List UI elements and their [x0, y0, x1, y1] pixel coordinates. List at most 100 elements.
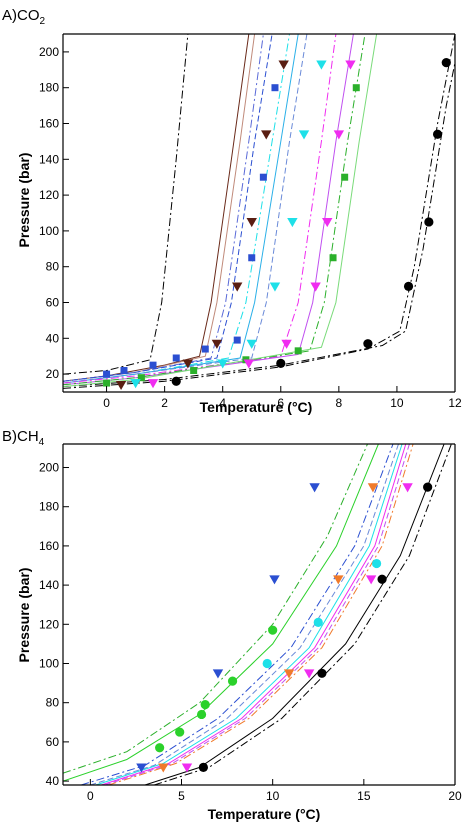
data-point-circle [432, 129, 443, 139]
data-point-triangle-down [232, 282, 243, 292]
y-tick-label: 40 [46, 774, 60, 788]
data-point-triangle-down [211, 339, 223, 349]
panel-a-curves [63, 34, 455, 389]
data-point-circle [155, 743, 165, 753]
model-curve-10 [63, 34, 308, 384]
data-point-triangle-down [246, 339, 257, 349]
x-tick-label: 10 [390, 396, 404, 410]
model-curve-8 [63, 34, 290, 384]
data-point-circle [276, 358, 286, 368]
data-point-triangle-down [287, 218, 298, 228]
data-point-circle [262, 658, 272, 669]
data-point-square [137, 374, 145, 382]
x-tick-label: 2 [161, 396, 168, 410]
y-tick-label: 180 [39, 81, 59, 95]
y-tick-label: 40 [46, 331, 60, 345]
x-tick-label: 20 [448, 789, 462, 803]
data-point-circle [424, 217, 434, 227]
x-tick-label: 6 [277, 396, 284, 410]
y-tick-label: 80 [46, 260, 60, 274]
data-point-triangle-down [181, 763, 193, 773]
panel-b-markers [136, 482, 433, 773]
data-point-triangle-down [243, 359, 255, 369]
y-tick-label: 180 [39, 500, 59, 514]
model-curve-14 [63, 34, 378, 388]
x-tick-label: 10 [266, 789, 280, 803]
y-tick-label: 200 [39, 45, 59, 59]
model-curve-1 [63, 444, 368, 774]
panel-a-xlabel: Temperature (°C) [200, 399, 313, 415]
data-point-triangle-down [130, 379, 141, 389]
model-curve-10 [154, 444, 452, 785]
x-tick-label: 0 [103, 396, 110, 410]
model-curve-1 [63, 34, 455, 389]
x-tick-label: 4 [219, 396, 226, 410]
data-point-triangle-down [246, 218, 257, 228]
panel-a-markers [103, 58, 451, 391]
x-tick-label: 0 [87, 789, 94, 803]
y-tick-label: 160 [39, 117, 59, 131]
data-point-square [341, 173, 349, 181]
panel-a-ylabel: Pressure (bar) [16, 153, 32, 248]
panel-b-xlabel: Temperature (°C) [208, 806, 321, 822]
data-point-triangle-down [261, 130, 272, 140]
y-tick-label: 120 [39, 617, 59, 631]
data-point-square [271, 84, 279, 92]
panel-b-curves [63, 444, 452, 785]
model-curve-2 [63, 444, 379, 782]
data-point-triangle-down [310, 282, 321, 292]
data-point-square [149, 361, 157, 369]
data-point-circle [377, 574, 387, 584]
data-point-square [120, 367, 128, 375]
model-curve-2 [63, 60, 455, 388]
model-curve-3 [81, 444, 394, 785]
data-point-triangle-down [303, 669, 315, 679]
data-point-triangle-down [283, 669, 295, 679]
data-point-triangle-down [278, 60, 289, 70]
data-point-triangle-down [269, 282, 281, 292]
model-curve-11 [63, 34, 337, 384]
data-point-triangle-down [212, 669, 224, 679]
model-curve-13 [63, 34, 366, 386]
data-point-square [172, 354, 180, 362]
data-point-triangle-down [365, 575, 377, 585]
panel-a-plot: 0 2 4 6 8 10 12 20 40 60 80 100 120 140 160 180 200 [39, 33, 462, 410]
data-point-triangle-down [147, 379, 159, 389]
data-point-circle [198, 762, 208, 772]
y-tick-label: 160 [39, 539, 59, 553]
data-point-circle [196, 709, 207, 720]
x-tick-label: 15 [357, 789, 371, 803]
y-tick-label: 80 [46, 696, 60, 710]
data-point-triangle-down [345, 60, 356, 70]
model-curve-6 [101, 444, 407, 785]
data-point-square [201, 345, 209, 353]
data-point-triangle-down [182, 359, 194, 369]
model-curve-9 [63, 34, 299, 384]
data-point-triangle-down [269, 575, 280, 585]
y-tick-label: 60 [46, 296, 60, 310]
y-tick-label: 20 [46, 367, 60, 381]
x-tick-label: 8 [336, 396, 343, 410]
data-point-square [103, 370, 111, 378]
y-tick-label: 60 [46, 735, 60, 749]
model-curve-7 [108, 444, 414, 785]
y-tick-label: 100 [39, 656, 59, 670]
data-point-circle [363, 339, 373, 349]
data-point-triangle-down [158, 763, 169, 773]
data-point-square [248, 254, 256, 262]
data-point-circle [313, 617, 323, 627]
data-point-circle [372, 558, 382, 569]
data-point-triangle-down [136, 763, 147, 773]
data-point-triangle-down [316, 60, 327, 70]
data-point-square [329, 254, 337, 262]
x-tick-label: 12 [448, 396, 462, 410]
data-point-triangle-down [333, 130, 345, 140]
model-curve-7 [63, 34, 273, 382]
data-point-triangle-down [322, 218, 333, 228]
data-point-triangle-down [309, 483, 320, 493]
data-point-triangle-down [367, 483, 379, 493]
data-point-circle [227, 676, 238, 686]
x-tick-label: 5 [178, 789, 185, 803]
data-point-triangle-down [281, 339, 292, 349]
